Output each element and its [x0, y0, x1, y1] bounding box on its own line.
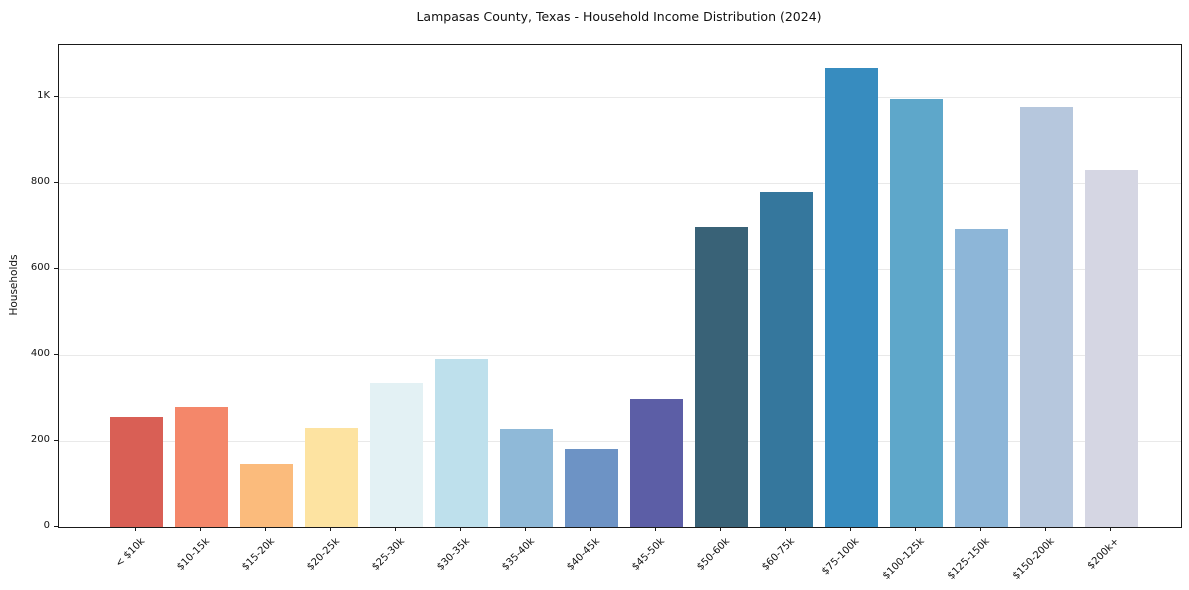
gridline-600 [59, 269, 1181, 271]
y-tick-mark-0 [54, 525, 58, 527]
gridline-200 [59, 441, 1181, 442]
y-tick-mark-600 [54, 267, 58, 269]
x-tick-mark-$75-100k [849, 527, 851, 531]
x-tick-label-$60-75k: $60-75k [759, 536, 797, 573]
bar-$45-50k [629, 399, 683, 527]
x-tick-mark-$150-200k [1044, 527, 1046, 531]
y-tick-label-400: 400 [30, 348, 50, 359]
x-tick-label-$20-25k: $20-25k [304, 536, 342, 573]
x-tick-mark-$15-20k [264, 527, 266, 531]
bar-$35-40k [499, 429, 553, 527]
x-tick-mark-$10-15k [199, 527, 201, 531]
x-tick-mark-$25-30k [394, 527, 396, 531]
x-tick-mark-$60-75k [784, 527, 786, 531]
bar-$200k+ [1084, 170, 1138, 527]
x-tick-mark-$20-25k [329, 527, 331, 531]
x-tick-label-$30-35k: $30-35k [434, 536, 472, 573]
x-tick-mark-$200k+ [1109, 527, 1111, 531]
y-tick-mark-800 [54, 181, 58, 183]
gridline-400 [59, 355, 1181, 356]
y-tick-label-1K: 1K [37, 90, 50, 102]
bar-$15-20k [239, 463, 293, 527]
x-tick-mark-$45-50k [654, 527, 656, 531]
y-tick-mark-200 [54, 439, 58, 441]
x-tick-label-$75-100k: $75-100k [820, 536, 862, 578]
y-tick-label-0: 0 [43, 520, 50, 531]
x-tick-mark-< $10k [134, 527, 136, 531]
x-tick-label-$150-200k: $150-200k [1010, 536, 1057, 582]
y-tick-label-600: 600 [30, 262, 50, 274]
x-tick-label-$45-50k: $45-50k [629, 536, 667, 573]
x-tick-mark-$125-150k [979, 527, 981, 531]
y-tick-label-800: 800 [30, 176, 50, 188]
y-tick-mark-400 [54, 353, 58, 355]
x-tick-label-< $10k: < $10k [113, 536, 147, 570]
x-tick-label-$40-45k: $40-45k [564, 536, 602, 573]
bar-$10-15k [174, 407, 228, 527]
bar-$125-150k [954, 229, 1008, 527]
bar-$100-125k [889, 99, 943, 527]
y-tick-label-200: 200 [30, 434, 50, 445]
x-tick-mark-$35-40k [524, 527, 526, 531]
bar-$50-60k [694, 227, 748, 527]
x-tick-mark-$40-45k [589, 527, 591, 531]
bar-$20-25k [304, 427, 358, 527]
x-tick-label-$50-60k: $50-60k [694, 536, 732, 573]
bar-< $10k [109, 417, 163, 527]
y-tick-mark-1K [54, 95, 58, 97]
x-tick-label-$125-150k: $125-150k [945, 536, 992, 582]
bar-$60-75k [759, 192, 813, 527]
x-tick-mark-$50-60k [719, 527, 721, 531]
x-tick-label-$10-15k: $10-15k [174, 536, 212, 573]
x-tick-label-$35-40k: $35-40k [499, 536, 537, 573]
plot-area [58, 44, 1182, 528]
x-tick-mark-$30-35k [459, 527, 461, 531]
bar-$150-200k [1019, 106, 1073, 527]
x-tick-mark-$100-125k [914, 527, 916, 531]
x-tick-label-$200k+: $200k+ [1085, 536, 1122, 572]
x-tick-label-$100-125k: $100-125k [880, 536, 927, 582]
gridline-800 [59, 183, 1181, 185]
gridline-1K [59, 97, 1181, 99]
chart-title: Lampasas County, Texas - Household Incom… [416, 9, 822, 24]
bar-$75-100k [824, 67, 878, 527]
x-tick-label-$25-30k: $25-30k [369, 536, 407, 573]
bar-$40-45k [564, 448, 618, 527]
x-tick-label-$15-20k: $15-20k [239, 536, 277, 573]
bar-$30-35k [434, 358, 488, 527]
bar-$25-30k [369, 382, 423, 527]
